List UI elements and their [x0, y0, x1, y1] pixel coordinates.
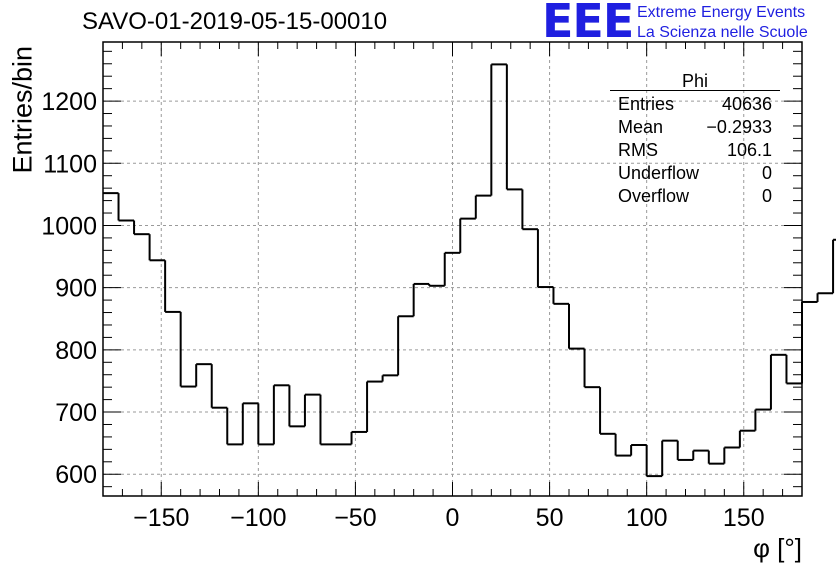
stats-label: Underflow [618, 163, 700, 183]
stats-label: Mean [618, 117, 664, 137]
x-tick-label: 0 [446, 504, 460, 532]
stats-row-entries: Entries 40636 [610, 93, 780, 116]
stats-value: 106.1 [726, 140, 772, 160]
y-tick-label: 1000 [41, 212, 97, 240]
chart-title: SAVO-01-2019-05-15-00010 [82, 8, 388, 35]
plot-frame [102, 41, 803, 497]
stats-row-underflow: Underflow 0 [610, 162, 780, 185]
x-tick-label: −50 [334, 504, 376, 532]
stats-row-rms: RMS 106.1 [610, 139, 780, 162]
stats-label: Overflow [618, 186, 690, 206]
axis-tick-labels: −150 −100 −50 0 50 100 150 600 700 800 900 1000 1100… [41, 88, 764, 532]
eee-logo: EEE [542, 0, 634, 48]
stats-value: 0 [761, 186, 772, 206]
x-tick-label: 150 [723, 504, 765, 532]
logo-line-2: La Scienza nelle Scuole [637, 24, 808, 41]
stats-label: Entries [618, 94, 675, 114]
x-tick-label: 100 [626, 504, 668, 532]
stats-value: −0.2933 [706, 117, 772, 137]
grid-lines [103, 42, 802, 496]
y-tick-label: 1100 [43, 150, 97, 178]
histogram-series [103, 63, 836, 478]
y-tick-label: 900 [55, 275, 97, 303]
y-tick-label: 600 [55, 461, 97, 489]
y-axis-label: Entries/bin [7, 45, 38, 174]
x-tick-label: −150 [133, 504, 189, 532]
axis-ticks [102, 42, 803, 496]
x-tick-label: −100 [230, 504, 286, 532]
stats-row-mean: Mean −0.2933 [610, 116, 780, 139]
stats-value: 40636 [721, 94, 772, 114]
logo-line-1: Extreme Energy Events [637, 4, 806, 21]
stats-label: RMS [618, 140, 658, 160]
y-tick-label: 800 [55, 337, 97, 365]
stats-row-overflow: Overflow 0 [610, 185, 780, 208]
stats-box: Phi Entries 40636 Mean −0.2933 RMS 106.1… [610, 72, 780, 208]
stats-title: Phi [610, 72, 780, 91]
y-tick-label: 700 [55, 399, 97, 427]
x-axis-label: φ [°] [753, 533, 802, 563]
stats-value: 0 [761, 163, 772, 183]
y-tick-label: 1200 [41, 88, 97, 116]
x-tick-label: 50 [536, 504, 564, 532]
